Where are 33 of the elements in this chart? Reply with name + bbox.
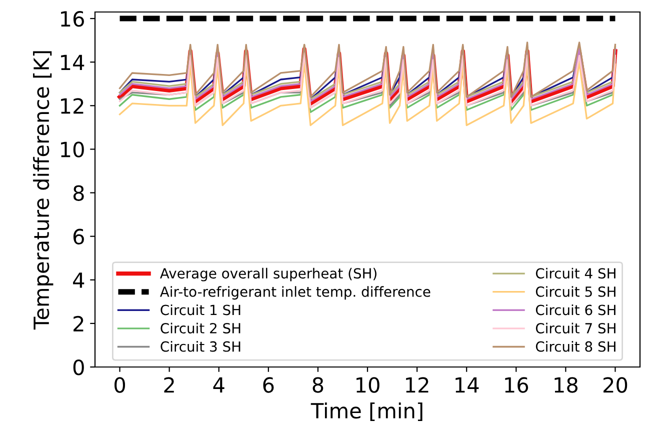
legend-label: Air-to-refrigerant inlet temp. difference (160, 286, 430, 300)
legend-label: Circuit 3 SH (160, 341, 240, 352)
x-tick-label: 20 (604, 377, 628, 393)
y-tick-label: 4 (73, 272, 84, 288)
y-tick-label: 8 (73, 185, 84, 201)
y-tick-label: 14 (61, 54, 84, 70)
x-tick-label: 10 (356, 377, 380, 393)
y-tick-label: 6 (73, 228, 84, 245)
x-tick-label: 18 (554, 377, 578, 393)
x-axis-title: Time [min] (310, 402, 422, 422)
legend-label: Circuit 6 SH (536, 304, 616, 316)
y-axis-title: Temperature difference [K] (33, 51, 54, 330)
x-tick-label: 16 (505, 377, 528, 393)
legend-label: Circuit 4 SH (536, 268, 616, 279)
x-tick-label: 8 (312, 377, 324, 393)
x-tick-label: 0 (114, 377, 126, 393)
legend-label: Circuit 1 SH (160, 304, 240, 316)
y-tick-label: 0 (73, 359, 84, 376)
x-tick-label: 6 (263, 377, 274, 393)
y-tick-label: 10 (61, 142, 84, 158)
x-tick-label: 14 (456, 377, 479, 393)
line-series (118, 61, 616, 126)
legend-label: Circuit 8 SH (536, 341, 616, 352)
x-tick-label: 2 (164, 377, 174, 393)
legend-label: Circuit 2 SH (160, 322, 240, 334)
y-tick-label: 12 (61, 98, 84, 114)
legend-label: Circuit 7 SH (536, 322, 616, 334)
legend-label: Circuit 5 SH (536, 286, 616, 297)
y-tick-label: 2 (74, 316, 84, 332)
y-tick-label: 16 (61, 10, 84, 27)
x-tick-label: 4 (213, 377, 224, 393)
legend-label: Average overall superheat (SH) (160, 268, 376, 282)
x-tick-label: 12 (406, 377, 428, 393)
